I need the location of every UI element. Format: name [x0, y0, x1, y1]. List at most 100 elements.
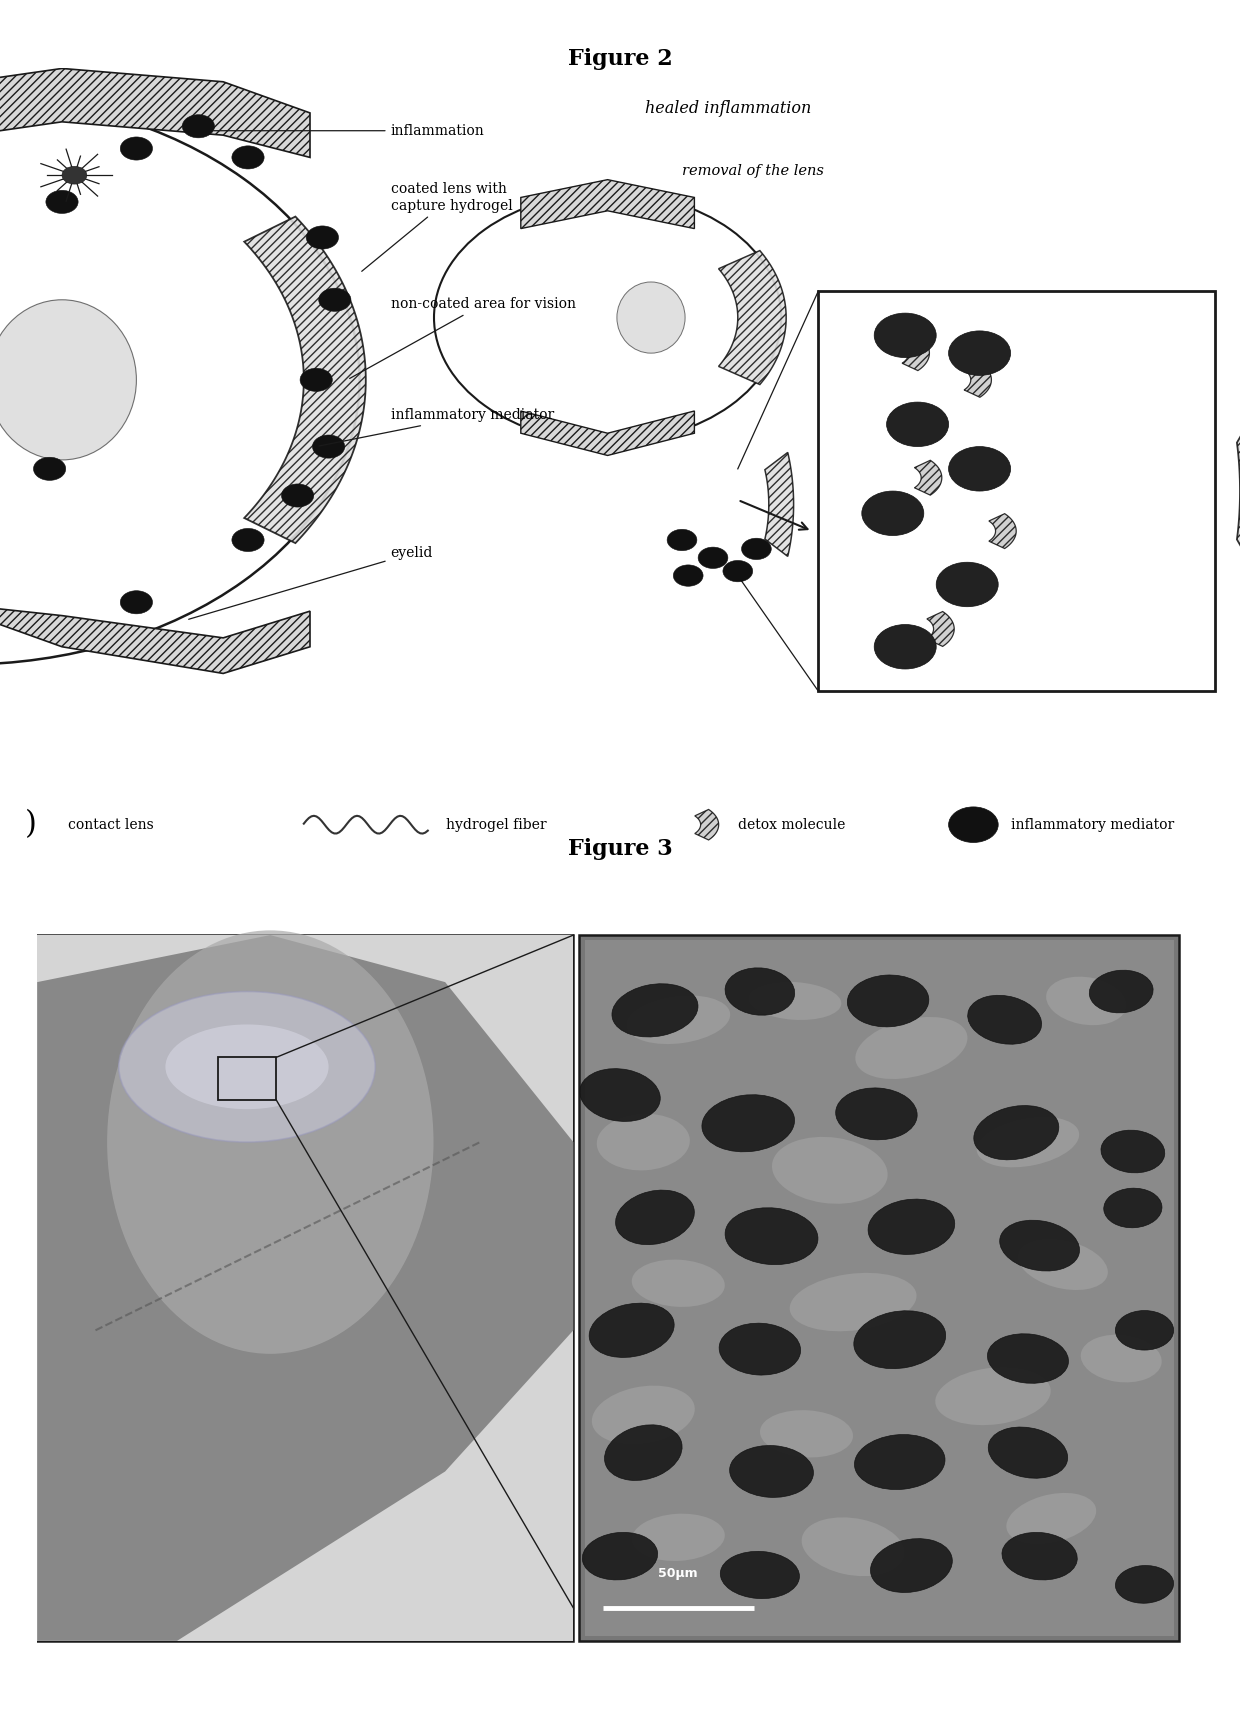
Circle shape	[0, 96, 360, 664]
Text: detox molecule: detox molecule	[738, 818, 846, 832]
Text: healed inflammation: healed inflammation	[645, 99, 811, 116]
Polygon shape	[914, 460, 942, 494]
Polygon shape	[694, 809, 719, 840]
Circle shape	[62, 166, 87, 185]
Ellipse shape	[107, 931, 434, 1353]
Polygon shape	[37, 934, 573, 1641]
Ellipse shape	[773, 1136, 888, 1205]
Circle shape	[936, 563, 998, 607]
Ellipse shape	[1104, 1187, 1162, 1228]
Circle shape	[673, 565, 703, 587]
Ellipse shape	[987, 1335, 1069, 1382]
Polygon shape	[521, 411, 694, 455]
Circle shape	[232, 529, 264, 551]
Polygon shape	[765, 452, 794, 556]
Text: inflammation: inflammation	[213, 123, 485, 137]
Ellipse shape	[165, 1025, 329, 1109]
Ellipse shape	[935, 1367, 1050, 1425]
Ellipse shape	[749, 982, 841, 1020]
Ellipse shape	[591, 1386, 694, 1444]
Ellipse shape	[1115, 1311, 1174, 1350]
Ellipse shape	[1047, 977, 1126, 1025]
FancyBboxPatch shape	[37, 934, 573, 1641]
Ellipse shape	[631, 1514, 725, 1560]
Ellipse shape	[1002, 1533, 1078, 1579]
Ellipse shape	[967, 996, 1042, 1044]
Circle shape	[434, 193, 781, 441]
Text: contact lens: contact lens	[68, 818, 154, 832]
Ellipse shape	[1089, 970, 1153, 1013]
Ellipse shape	[868, 1199, 955, 1254]
Circle shape	[306, 226, 339, 250]
Ellipse shape	[719, 1323, 801, 1376]
Circle shape	[312, 435, 345, 459]
Text: eyelid: eyelid	[188, 546, 433, 619]
Circle shape	[33, 457, 66, 481]
Circle shape	[698, 548, 728, 568]
Ellipse shape	[589, 1304, 675, 1357]
Ellipse shape	[999, 1220, 1080, 1271]
Circle shape	[949, 447, 1011, 491]
FancyBboxPatch shape	[818, 291, 1215, 691]
Circle shape	[281, 484, 314, 506]
Ellipse shape	[856, 1016, 967, 1080]
Ellipse shape	[854, 1311, 946, 1369]
Circle shape	[949, 808, 998, 842]
Ellipse shape	[760, 1410, 853, 1458]
Circle shape	[723, 561, 753, 582]
Ellipse shape	[580, 1069, 660, 1121]
Circle shape	[300, 368, 332, 392]
Circle shape	[949, 330, 1011, 375]
Text: hydrogel fiber: hydrogel fiber	[446, 818, 547, 832]
Ellipse shape	[618, 282, 684, 352]
Ellipse shape	[725, 968, 795, 1015]
Polygon shape	[244, 217, 366, 542]
FancyBboxPatch shape	[37, 934, 573, 1641]
Polygon shape	[988, 513, 1017, 549]
Text: Figure 2: Figure 2	[568, 48, 672, 70]
Ellipse shape	[119, 992, 376, 1143]
Ellipse shape	[631, 1259, 725, 1307]
Circle shape	[319, 287, 351, 311]
Ellipse shape	[720, 1552, 800, 1598]
Polygon shape	[926, 611, 955, 647]
Ellipse shape	[973, 1105, 1059, 1160]
Circle shape	[120, 590, 153, 614]
Ellipse shape	[626, 996, 730, 1044]
Ellipse shape	[725, 1208, 818, 1264]
Ellipse shape	[1116, 1566, 1173, 1603]
Ellipse shape	[1101, 1131, 1164, 1172]
Circle shape	[887, 402, 949, 447]
Text: coated lens with
capture hydrogel: coated lens with capture hydrogel	[362, 183, 512, 272]
Ellipse shape	[605, 1425, 682, 1480]
Circle shape	[862, 491, 924, 536]
Polygon shape	[719, 250, 786, 385]
Ellipse shape	[1081, 1335, 1162, 1382]
Ellipse shape	[583, 1533, 657, 1579]
Ellipse shape	[596, 1114, 689, 1170]
Ellipse shape	[1007, 1494, 1096, 1543]
Ellipse shape	[854, 1434, 945, 1490]
Polygon shape	[0, 68, 310, 157]
Polygon shape	[1238, 404, 1240, 578]
Circle shape	[667, 529, 697, 551]
Text: 50μm: 50μm	[658, 1567, 698, 1579]
Ellipse shape	[870, 1538, 952, 1593]
Circle shape	[232, 145, 264, 169]
Circle shape	[182, 115, 215, 139]
Circle shape	[742, 539, 771, 559]
Ellipse shape	[801, 1518, 905, 1576]
Circle shape	[874, 625, 936, 669]
Ellipse shape	[847, 975, 929, 1027]
Ellipse shape	[611, 984, 698, 1037]
Ellipse shape	[977, 1117, 1079, 1167]
Text: inflammatory mediator: inflammatory mediator	[1011, 818, 1174, 832]
Ellipse shape	[615, 1191, 694, 1244]
Text: inflammatory mediator: inflammatory mediator	[319, 409, 554, 447]
Ellipse shape	[1018, 1239, 1107, 1290]
FancyBboxPatch shape	[579, 934, 1179, 1641]
Circle shape	[46, 190, 78, 214]
Text: removal of the lens: removal of the lens	[682, 164, 823, 178]
Ellipse shape	[790, 1273, 916, 1331]
Ellipse shape	[702, 1095, 795, 1152]
